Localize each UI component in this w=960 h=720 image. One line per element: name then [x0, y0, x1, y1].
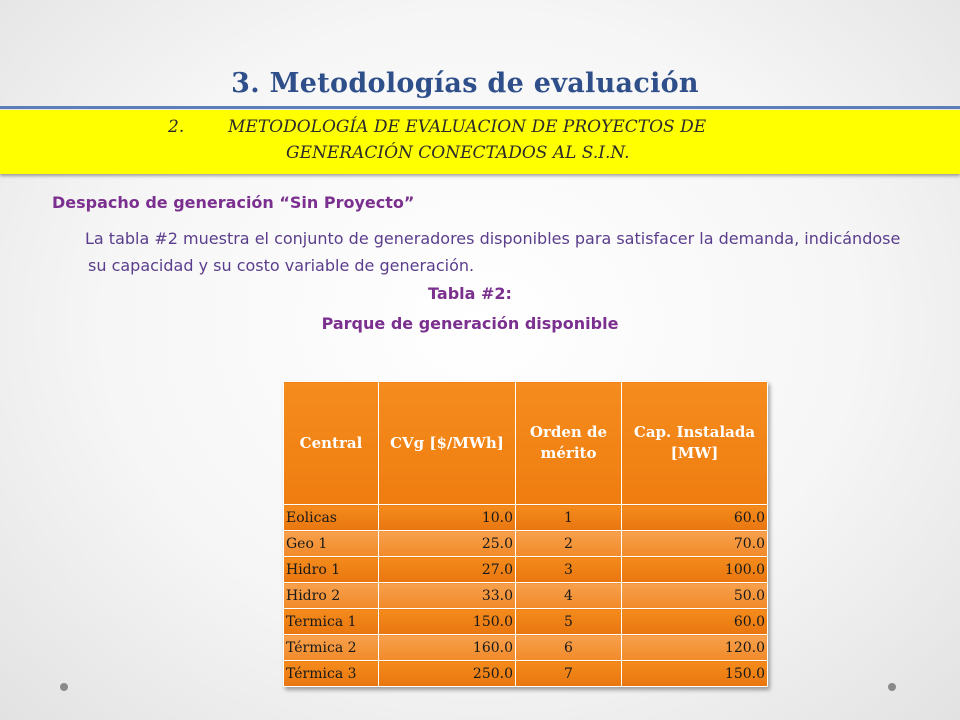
- description-paragraph: La tabla #2 muestra el conjunto de gener…: [85, 229, 901, 275]
- table-row: Hidro 1 27.0 3 100.0: [283, 556, 768, 583]
- banner-line-2: GENERACIÓN CONECTADOS AL S.I.N.: [286, 143, 630, 163]
- cell-merit-order: 2: [515, 530, 622, 557]
- cell-central: Hidro 1: [283, 556, 379, 583]
- cell-cvg: 250.0: [378, 660, 516, 687]
- cell-merit-order: 5: [515, 608, 622, 635]
- decorative-dot-right: [888, 683, 896, 691]
- cell-central: Geo 1: [283, 530, 379, 557]
- table-caption: Tabla #2:: [428, 284, 512, 303]
- table-subcaption: Parque de generación disponible: [321, 314, 619, 333]
- header-central: Central: [283, 381, 379, 505]
- subheading: Despacho de generación “Sin Proyecto”: [52, 193, 415, 212]
- title-underline: [0, 106, 960, 109]
- generation-table: Central CVg [$/MWh] Orden de mérito Cap.…: [283, 381, 768, 687]
- table-row: Eolicas 10.0 1 60.0: [283, 504, 768, 531]
- header-installed-capacity: Cap. Instalada [MW]: [621, 381, 768, 505]
- cell-capacity: 60.0: [621, 504, 768, 531]
- cell-merit-order: 4: [515, 582, 622, 609]
- section-banner: 2. METODOLOGÍA DE EVALUACION DE PROYECTO…: [0, 110, 960, 174]
- cell-capacity: 70.0: [621, 530, 768, 557]
- table-row: Térmica 2 160.0 6 120.0: [283, 634, 768, 661]
- cell-merit-order: 6: [515, 634, 622, 661]
- cell-capacity: 120.0: [621, 634, 768, 661]
- header-merit-order: Orden de mérito: [515, 381, 622, 505]
- cell-central: Termica 1: [283, 608, 379, 635]
- cell-capacity: 60.0: [621, 608, 768, 635]
- decorative-dot-left: [60, 683, 68, 691]
- cell-capacity: 50.0: [621, 582, 768, 609]
- cell-merit-order: 3: [515, 556, 622, 583]
- banner-number: 2.: [168, 117, 185, 137]
- cell-capacity: 100.0: [621, 556, 768, 583]
- cell-cvg: 150.0: [378, 608, 516, 635]
- cell-central: Térmica 2: [283, 634, 379, 661]
- table-row: Térmica 3 250.0 7 150.0: [283, 660, 768, 687]
- cell-cvg: 10.0: [378, 504, 516, 531]
- cell-cvg: 25.0: [378, 530, 516, 557]
- cell-merit-order: 7: [515, 660, 622, 687]
- slide-title: 3. Metodologías de evaluación: [231, 68, 699, 99]
- cell-cvg: 27.0: [378, 556, 516, 583]
- cell-central: Térmica 3: [283, 660, 379, 687]
- table-header-row: Central CVg [$/MWh] Orden de mérito Cap.…: [283, 381, 768, 505]
- header-cvg: CVg [$/MWh]: [378, 381, 516, 505]
- cell-cvg: 33.0: [378, 582, 516, 609]
- cell-capacity: 150.0: [621, 660, 768, 687]
- cell-merit-order: 1: [515, 504, 622, 531]
- cell-central: Eolicas: [283, 504, 379, 531]
- cell-central: Hidro 2: [283, 582, 379, 609]
- table-row: Hidro 2 33.0 4 50.0: [283, 582, 768, 609]
- table-row: Geo 1 25.0 2 70.0: [283, 530, 768, 557]
- banner-line-1: METODOLOGÍA DE EVALUACION DE PROYECTOS D…: [228, 117, 707, 137]
- table-row: Termica 1 150.0 5 60.0: [283, 608, 768, 635]
- cell-cvg: 160.0: [378, 634, 516, 661]
